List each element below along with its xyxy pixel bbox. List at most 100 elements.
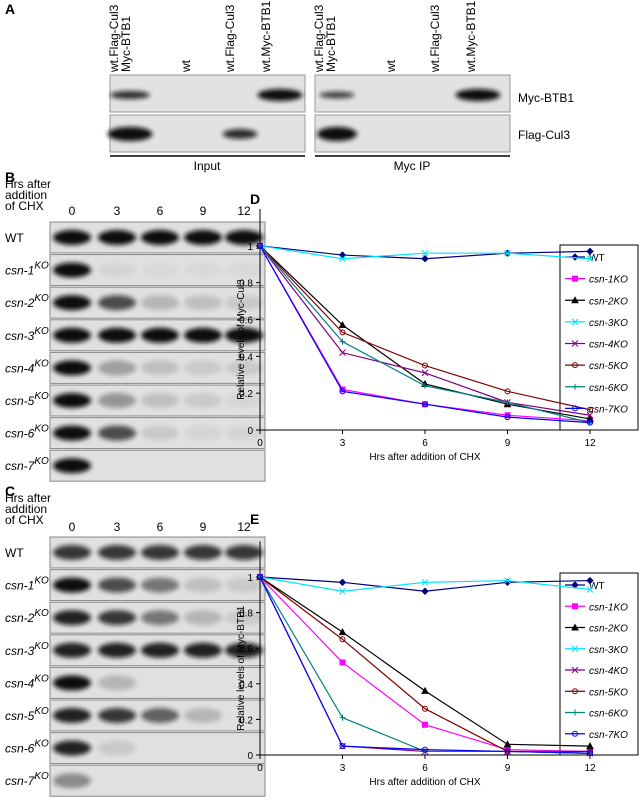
row-label: csn-4KO bbox=[5, 673, 49, 690]
band bbox=[53, 327, 91, 343]
row-name: csn-2 bbox=[5, 296, 35, 310]
y-tick-label: 0.4 bbox=[239, 352, 253, 363]
point bbox=[339, 659, 346, 666]
superscript: KO bbox=[34, 326, 49, 337]
row-label: csn-2KO bbox=[5, 608, 49, 625]
x-tick-label: 0 bbox=[257, 763, 263, 774]
point bbox=[504, 748, 511, 755]
superscript: KO bbox=[34, 576, 49, 587]
point bbox=[257, 242, 263, 249]
band bbox=[53, 425, 91, 441]
row-name: csn-7 bbox=[5, 774, 36, 788]
x-tick-label: 9 bbox=[505, 763, 511, 774]
legend-label: csn-2KO bbox=[589, 624, 628, 635]
band bbox=[53, 610, 91, 626]
band bbox=[225, 425, 263, 441]
point bbox=[586, 411, 594, 419]
series-line bbox=[259, 576, 591, 754]
superscript: KO bbox=[34, 293, 49, 304]
row-label: csn-1KO bbox=[5, 576, 49, 593]
point bbox=[422, 721, 428, 728]
point bbox=[422, 746, 428, 753]
legend-label: csn-2KO bbox=[589, 296, 628, 307]
band bbox=[184, 610, 222, 626]
band bbox=[110, 91, 150, 99]
band bbox=[455, 89, 501, 101]
band bbox=[184, 708, 222, 723]
band bbox=[225, 360, 263, 376]
row-name: csn-4 bbox=[5, 361, 35, 375]
point bbox=[587, 750, 593, 757]
band bbox=[53, 360, 91, 376]
band bbox=[98, 610, 136, 626]
band bbox=[184, 263, 222, 278]
legend-marker bbox=[571, 666, 579, 674]
band bbox=[141, 393, 179, 408]
header: of CHX bbox=[5, 199, 44, 213]
superscript: KO bbox=[34, 706, 49, 717]
x-tick-label: 6 bbox=[422, 438, 428, 449]
point bbox=[504, 414, 511, 421]
band bbox=[225, 230, 263, 245]
legend-label: csn-6KO bbox=[589, 709, 628, 720]
point bbox=[421, 369, 429, 377]
header: addition bbox=[5, 188, 47, 202]
band bbox=[184, 577, 222, 593]
band bbox=[225, 295, 263, 311]
band bbox=[53, 545, 91, 560]
point bbox=[339, 349, 346, 357]
row-label: csn-5KO bbox=[5, 706, 49, 723]
legend-marker bbox=[572, 730, 578, 737]
row-label: csn-7KO bbox=[5, 771, 49, 788]
band bbox=[53, 740, 91, 756]
band bbox=[141, 425, 179, 441]
band bbox=[141, 610, 179, 626]
band bbox=[141, 642, 179, 658]
lane-label: wt.Myc-BTB1 bbox=[259, 0, 273, 73]
band bbox=[225, 393, 263, 408]
band bbox=[53, 230, 91, 245]
point bbox=[338, 320, 347, 329]
row-label: WT bbox=[5, 231, 24, 245]
row-name: csn-5 bbox=[5, 709, 35, 723]
band bbox=[141, 577, 179, 593]
y-tick-label: 0 bbox=[247, 751, 253, 762]
legend-label: csn-5KO bbox=[589, 361, 628, 372]
point bbox=[257, 574, 263, 580]
legend-label: csn-1KO bbox=[589, 275, 628, 286]
point bbox=[339, 636, 346, 643]
time-label: 9 bbox=[200, 520, 207, 534]
point bbox=[504, 399, 511, 406]
row-label: csn-3KO bbox=[5, 326, 49, 343]
point bbox=[587, 419, 593, 426]
legend-label: csn-7KO bbox=[589, 404, 628, 415]
superscript: KO bbox=[34, 608, 49, 619]
band bbox=[53, 773, 91, 789]
time-label: 12 bbox=[237, 204, 251, 218]
point bbox=[422, 382, 428, 389]
superscript: KO bbox=[34, 391, 49, 402]
row-name: WT bbox=[5, 546, 24, 560]
legend bbox=[559, 244, 639, 431]
time-label: 3 bbox=[114, 204, 121, 218]
group-label: Myc IP bbox=[394, 159, 431, 173]
time-label: 9 bbox=[200, 204, 207, 218]
x-tick-label: 12 bbox=[584, 763, 596, 774]
row-name: csn-4 bbox=[5, 676, 35, 690]
legend-label: csn-3KO bbox=[589, 645, 628, 656]
series-line bbox=[259, 245, 591, 411]
band bbox=[98, 393, 136, 408]
x-axis-title: Hrs after addition of CHX bbox=[369, 777, 480, 788]
lane-label: wt bbox=[179, 59, 193, 73]
x-tick-label: 12 bbox=[584, 438, 596, 449]
point bbox=[503, 740, 512, 748]
legend-label: csn-4KO bbox=[589, 340, 628, 351]
point bbox=[339, 338, 346, 345]
point bbox=[338, 628, 347, 636]
point bbox=[586, 576, 594, 585]
point bbox=[339, 386, 346, 393]
legend-marker bbox=[572, 688, 578, 695]
band bbox=[53, 295, 91, 311]
lane-label: wt.Flag-Cul3 bbox=[107, 4, 121, 73]
band bbox=[225, 263, 263, 278]
